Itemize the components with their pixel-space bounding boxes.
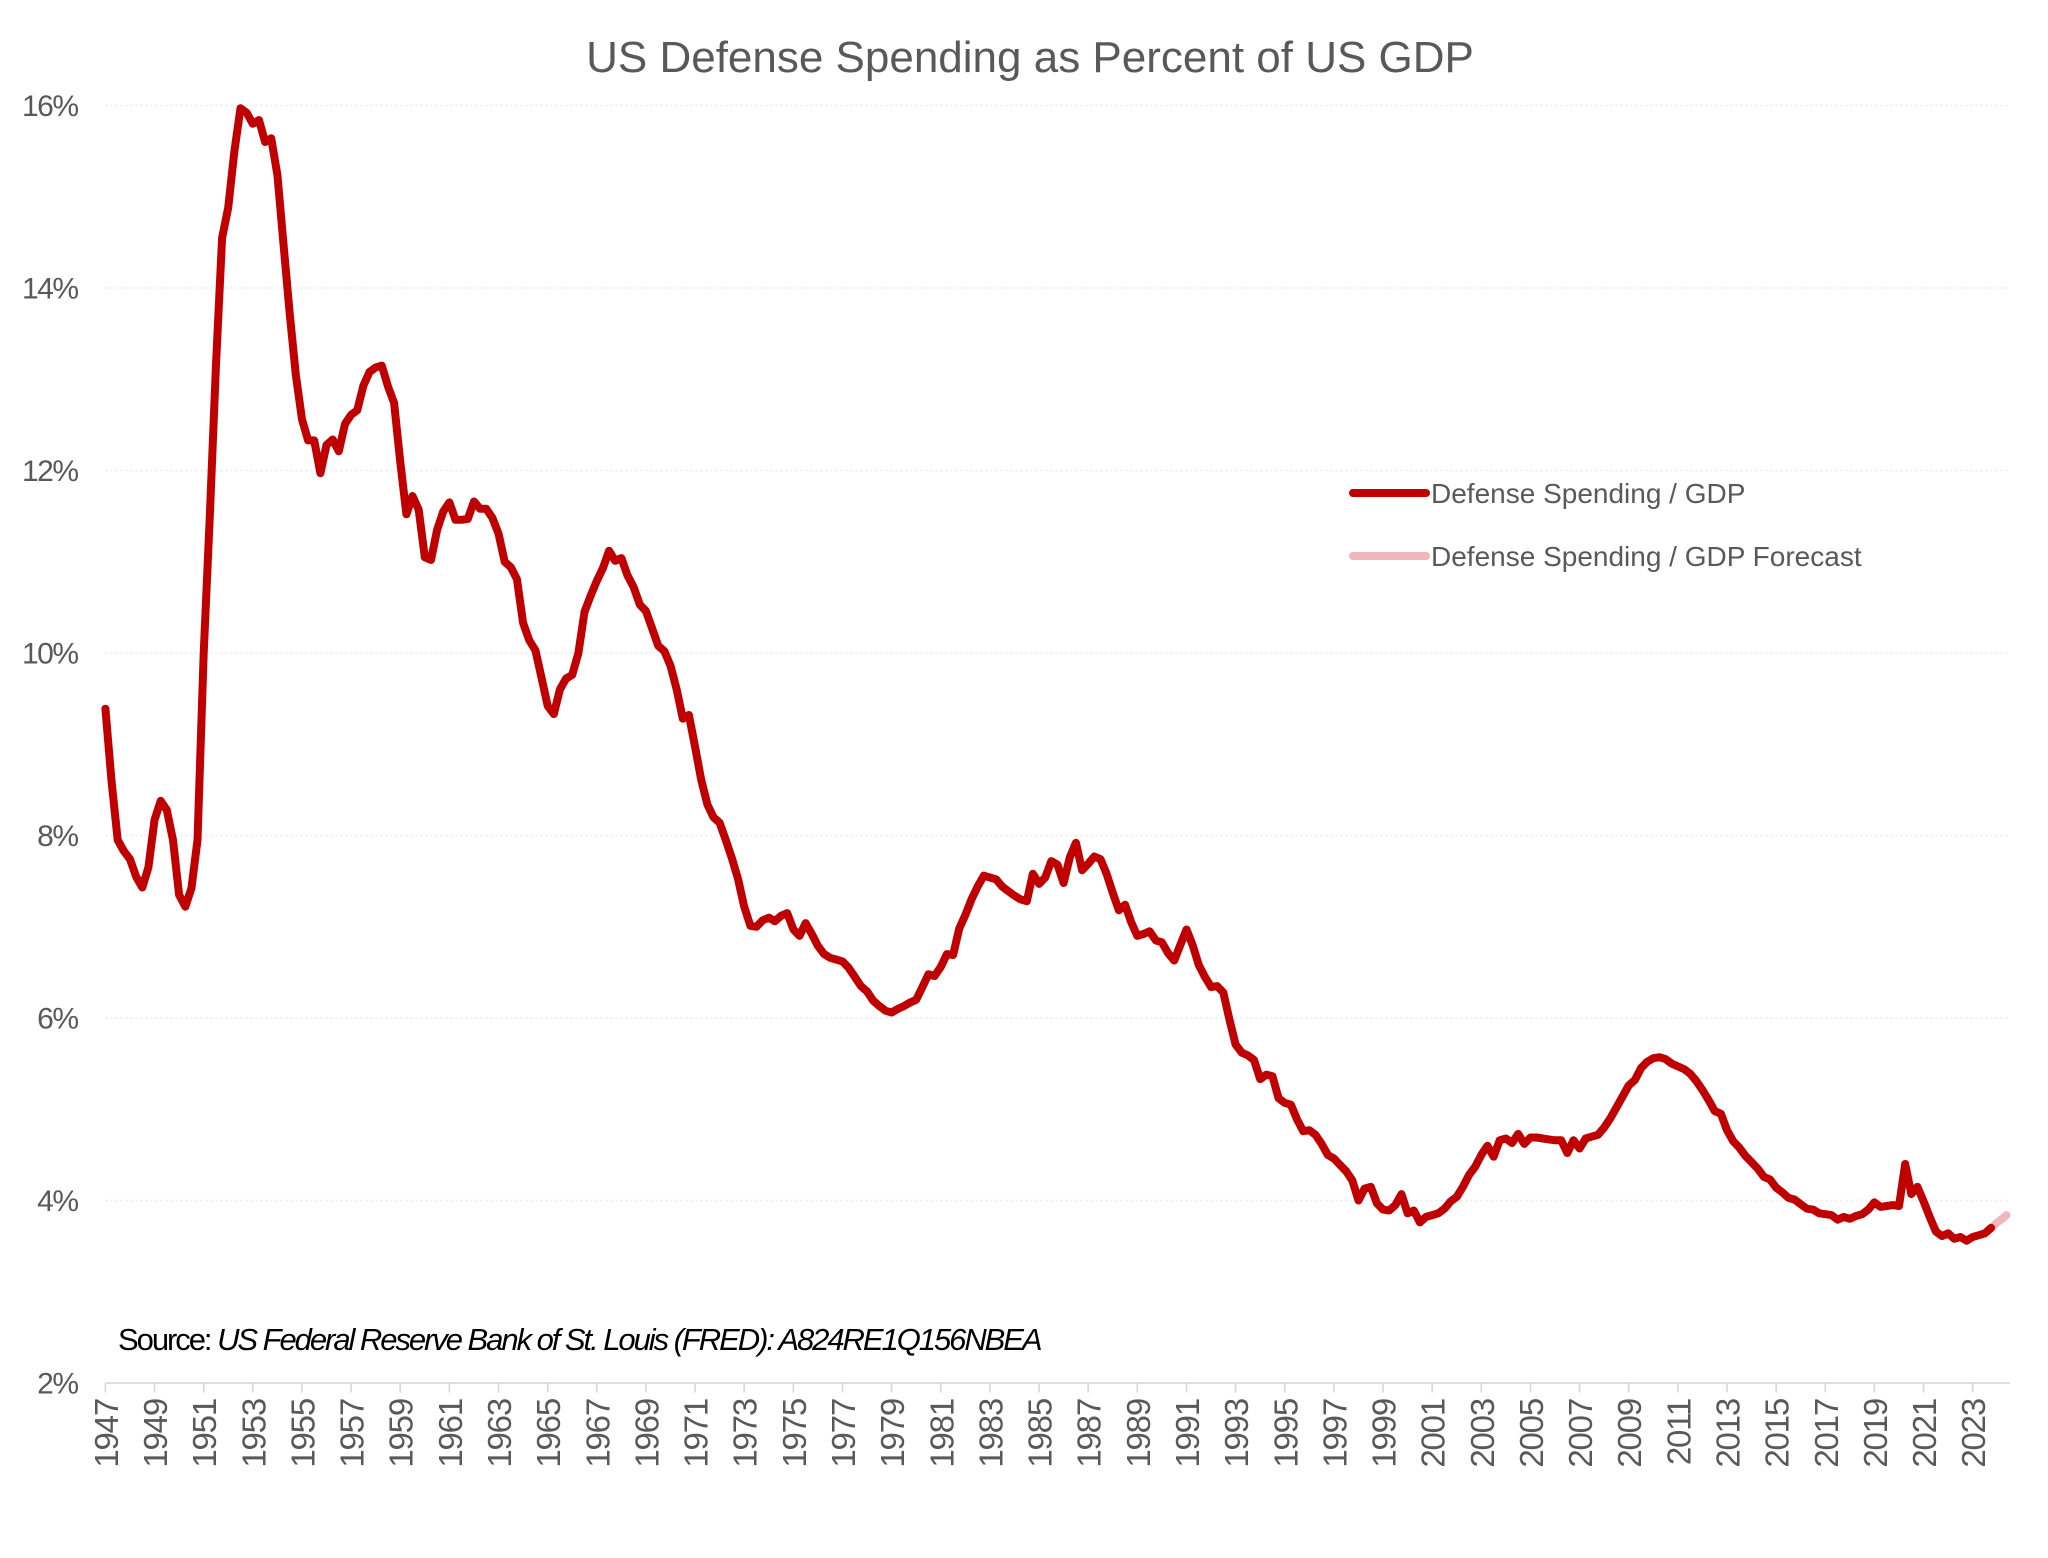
svg-text:1981: 1981 [923,1399,960,1468]
svg-text:Defense Spending / GDP: Defense Spending / GDP [1431,478,1745,509]
svg-text:Defense Spending / GDP Forecas: Defense Spending / GDP Forecast [1431,541,1862,572]
svg-text:1965: 1965 [530,1399,567,1468]
svg-text:1957: 1957 [334,1399,371,1468]
svg-text:2023: 2023 [1955,1399,1992,1468]
svg-text:2017: 2017 [1808,1399,1845,1468]
svg-text:1997: 1997 [1316,1399,1353,1468]
svg-text:1975: 1975 [776,1399,813,1468]
svg-text:1959: 1959 [383,1399,420,1468]
svg-text:2003: 2003 [1464,1399,1501,1468]
svg-text:2%: 2% [37,1368,78,1401]
svg-text:1983: 1983 [972,1399,1009,1468]
svg-text:1993: 1993 [1218,1399,1255,1468]
svg-text:12%: 12% [22,455,78,488]
svg-text:2001: 2001 [1415,1399,1452,1468]
svg-text:2009: 2009 [1611,1399,1648,1468]
svg-text:Source: US Federal Reserve Ban: Source: US Federal Reserve Bank of St. L… [118,1322,1042,1357]
svg-text:1971: 1971 [678,1399,715,1468]
svg-text:2007: 2007 [1562,1399,1599,1468]
svg-text:US Defense Spending as Percent: US Defense Spending as Percent of US GDP [586,33,1474,82]
svg-text:1969: 1969 [628,1399,665,1468]
svg-text:1955: 1955 [285,1399,322,1468]
svg-text:1953: 1953 [235,1399,272,1468]
svg-text:2005: 2005 [1513,1399,1550,1468]
svg-text:1963: 1963 [481,1399,518,1468]
svg-text:1995: 1995 [1267,1399,1304,1468]
svg-text:1985: 1985 [1022,1399,1059,1468]
svg-text:6%: 6% [37,1003,78,1036]
svg-text:1989: 1989 [1120,1399,1157,1468]
svg-text:1961: 1961 [432,1399,469,1468]
svg-text:4%: 4% [37,1185,78,1218]
svg-text:1987: 1987 [1071,1399,1108,1468]
svg-text:1977: 1977 [825,1399,862,1468]
svg-text:2011: 2011 [1660,1399,1697,1465]
svg-text:16%: 16% [22,90,78,123]
svg-text:2019: 2019 [1857,1399,1894,1468]
svg-text:1949: 1949 [137,1399,174,1468]
svg-text:1967: 1967 [579,1399,616,1468]
svg-text:14%: 14% [22,273,78,306]
svg-text:2015: 2015 [1759,1399,1796,1468]
svg-text:1951: 1951 [186,1399,223,1468]
svg-text:1999: 1999 [1366,1399,1403,1468]
svg-text:10%: 10% [22,638,78,671]
svg-text:2021: 2021 [1906,1399,1943,1468]
svg-text:1947: 1947 [88,1399,125,1468]
svg-text:8%: 8% [37,820,78,853]
svg-text:1979: 1979 [874,1399,911,1468]
svg-text:1973: 1973 [727,1399,764,1468]
svg-text:1991: 1991 [1169,1399,1206,1468]
svg-text:2013: 2013 [1710,1399,1747,1468]
